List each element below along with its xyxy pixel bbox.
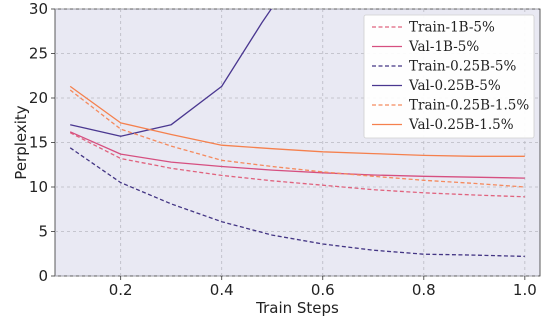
y-tick-label: 30 (29, 0, 48, 18)
series-line (69, 147, 525, 258)
y-tick-label: 5 (38, 223, 48, 241)
x-tick-label: 1.0 (513, 281, 537, 299)
series-line (69, 85, 525, 157)
x-tick-label: 0.2 (109, 281, 133, 299)
legend-box (363, 14, 535, 139)
series-line (69, 89, 525, 188)
legend-label: Val-1B-5% (408, 39, 479, 55)
series-line (69, 131, 525, 179)
x-axis-label: Train Steps (255, 299, 339, 317)
y-tick-label: 25 (29, 45, 48, 63)
y-tick-label: 15 (29, 134, 48, 152)
legend-label: Train-0.25B-1.5% (409, 98, 529, 114)
legend: Train-1B-5% Val-1B-5% Train-0.25B-5% Val-0.… (363, 14, 535, 139)
grid-lines (55, 8, 540, 277)
series-layer (69, 9, 525, 258)
series-line (70, 9, 273, 137)
x-tick-label: 0.6 (311, 281, 335, 299)
legend-label: Val-0.25B-1.5% (408, 117, 514, 133)
y-tick-label: 10 (29, 178, 48, 196)
y-axis-label: Perplexity (12, 105, 30, 179)
series-line (69, 132, 525, 198)
y-axis-ticks: 0 5 10 15 20 25 30 (29, 0, 55, 285)
legend-label: Val-0.25B-5% (408, 78, 501, 94)
x-axis-ticks: 0.2 0.4 0.6 0.8 1.0 (109, 276, 537, 299)
y-tick-label: 0 (38, 267, 48, 285)
x-tick-label: 0.4 (210, 281, 234, 299)
y-tick-label: 20 (29, 89, 48, 107)
x-tick-label: 0.8 (412, 281, 436, 299)
legend-label: Train-0.25B-5% (409, 59, 516, 75)
legend-label: Train-1B-5% (409, 20, 495, 36)
